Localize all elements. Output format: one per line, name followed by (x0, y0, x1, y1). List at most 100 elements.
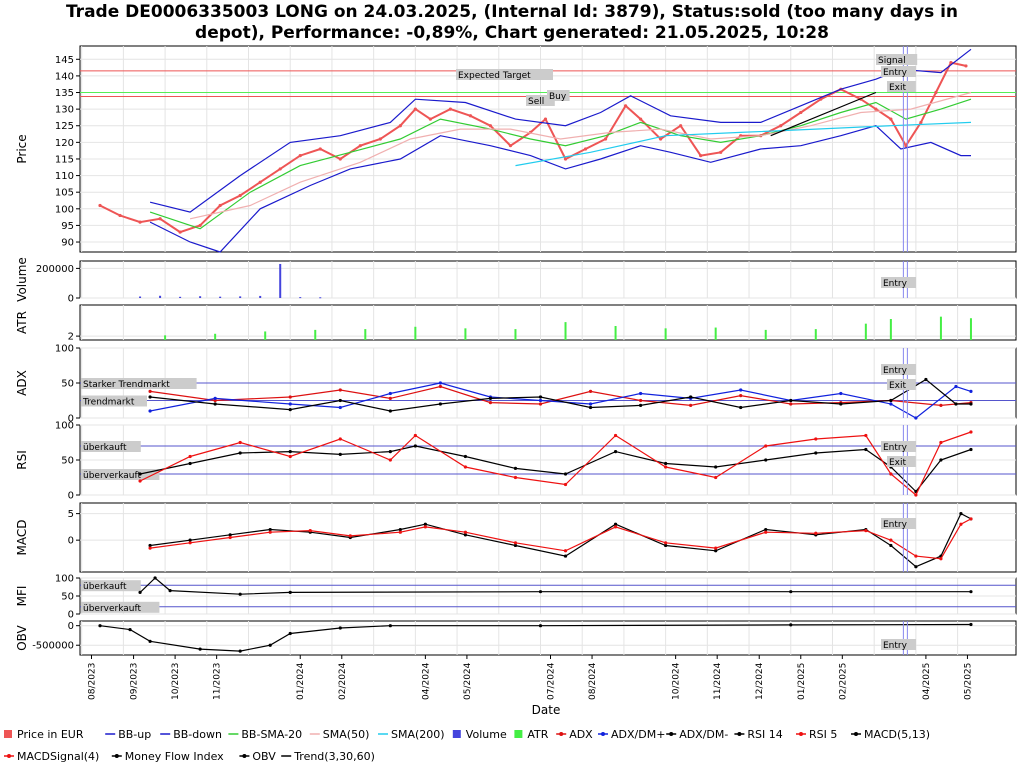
price-panel-ytick-label: 130 (55, 105, 74, 116)
macd-panel-point (959, 522, 963, 526)
annotation-rsi-exit-bg (887, 456, 916, 467)
price-panel-point (318, 147, 322, 151)
price-panel-ytick-label: 90 (61, 238, 74, 249)
atr-panel-bar (564, 322, 567, 340)
annotation-sell-bg (526, 95, 555, 106)
legend-swatch-dot (601, 732, 605, 736)
price-panel-ytick-label: 115 (55, 154, 74, 165)
mfi-panel-series-0 (139, 577, 971, 595)
adx-panel-point (148, 395, 152, 399)
macd-panel-point (613, 522, 618, 526)
rsi-panel-point (664, 461, 668, 466)
macd-panel-point (969, 517, 973, 521)
adx-panel-point (338, 388, 342, 392)
mfi-panel-refline-label-bg (81, 580, 141, 592)
atr-panel-bar (464, 328, 467, 340)
annotation-obv-entry: Entry (883, 641, 908, 651)
obv-panel-frame (79, 620, 1017, 656)
price-panel-point (298, 154, 302, 158)
legend-swatch (514, 730, 523, 738)
rsi-panel-point (238, 440, 242, 445)
annotation-rsi-entry: Entry (883, 443, 908, 453)
volume-panel-ytick-label: 0 (68, 294, 74, 305)
annotation-volume-entry-bg (881, 277, 916, 288)
rsi-panel-point (338, 437, 342, 441)
rsi-panel-point (388, 450, 392, 454)
price-panel-point (338, 157, 342, 161)
price-panel-ytick-label: 95 (61, 221, 74, 232)
obv-panel-point (288, 631, 292, 636)
adx-panel-point (538, 398, 543, 403)
price-panel-point (158, 217, 162, 221)
adx-panel-point (288, 408, 292, 412)
obv-panel-point (268, 643, 272, 647)
price-panel-ytick-label: 145 (55, 55, 74, 66)
rsi-panel-point (613, 433, 618, 438)
macd-panel-point (463, 530, 468, 534)
adx-panel-refline-label: Starker Trendmarkt (83, 380, 170, 390)
mfi-panel-point (153, 576, 157, 580)
adx-panel-point (789, 398, 793, 403)
legend-swatch-dot (559, 732, 564, 736)
legend-swatch (452, 730, 461, 738)
x-tick-label: 10/2023 (171, 663, 181, 700)
macd-panel-point (423, 525, 427, 529)
volume-panel-bar (139, 296, 142, 298)
price-panel-point (799, 110, 803, 115)
x-tick-label: 01/2024 (296, 662, 306, 700)
annotation-buy-bg (547, 90, 570, 101)
price-panel-series-5 (515, 121, 972, 167)
price-panel-point (543, 117, 548, 121)
macd-panel-point (814, 531, 818, 535)
rsi-panel-series-1 (139, 431, 972, 496)
mfi-panel-point (789, 590, 793, 594)
mfi-panel-ytick-label: 100 (55, 574, 74, 585)
rsi-panel-refline-label: überverkauft (83, 471, 142, 481)
macd-panel-frame (79, 502, 1017, 573)
macd-panel-point (348, 534, 352, 538)
adx-panel-point (924, 377, 928, 382)
volume-panel-bar (299, 297, 302, 299)
macd-panel-ytick-label: 5 (68, 509, 74, 520)
macd-panel-point (889, 538, 893, 542)
annotation-signal-bg (876, 54, 918, 65)
legend-swatch (4, 730, 12, 738)
annotation-adx-exit-bg (887, 379, 916, 390)
annotation-entry: Entry (883, 68, 908, 78)
rsi-panel-point (238, 451, 242, 455)
adx-panel-point (954, 384, 958, 389)
price-panel-point (238, 193, 242, 198)
rsi-panel-point (864, 433, 868, 438)
volume-panel-bar (219, 296, 222, 298)
volume-panel-bar (259, 295, 262, 298)
rsi-panel-point (563, 472, 568, 476)
price-panel-ytick-label: 125 (55, 121, 74, 132)
price-panel-point (218, 203, 222, 208)
adx-panel-point (689, 395, 693, 399)
atr-panel-bar (939, 316, 942, 340)
x-tick-label: 05/2024 (463, 662, 473, 700)
adx-panel-point (488, 401, 493, 405)
macd-panel-point (398, 530, 402, 534)
price-panel-ytick-label: 140 (55, 71, 74, 82)
adx-panel-point (739, 388, 743, 392)
annotation-macd-entry-bg (881, 518, 916, 529)
macd-panel-point (714, 549, 718, 553)
obv-panel-point (198, 647, 202, 651)
price-panel-series-6 (770, 91, 877, 137)
annotation-expected-target: Expected Target (458, 71, 531, 81)
adx-panel-point (969, 402, 973, 406)
rsi-panel-point (939, 458, 943, 462)
price-panel-ytick-label: 105 (55, 188, 74, 199)
x-tick-label: 04/2025 (922, 663, 932, 700)
annotation-entry-bg (881, 66, 916, 77)
atr-panel-bar (214, 333, 217, 340)
legend-swatch-dot (669, 732, 674, 736)
macd-panel-point (664, 541, 668, 545)
atr-panel-bar (264, 331, 267, 340)
adx-panel-point (939, 403, 943, 407)
price-panel-point (638, 117, 643, 121)
adx-panel-point (438, 384, 442, 389)
macd-panel-point (714, 546, 718, 550)
rsi-panel-ytick-label: 0 (68, 491, 74, 502)
